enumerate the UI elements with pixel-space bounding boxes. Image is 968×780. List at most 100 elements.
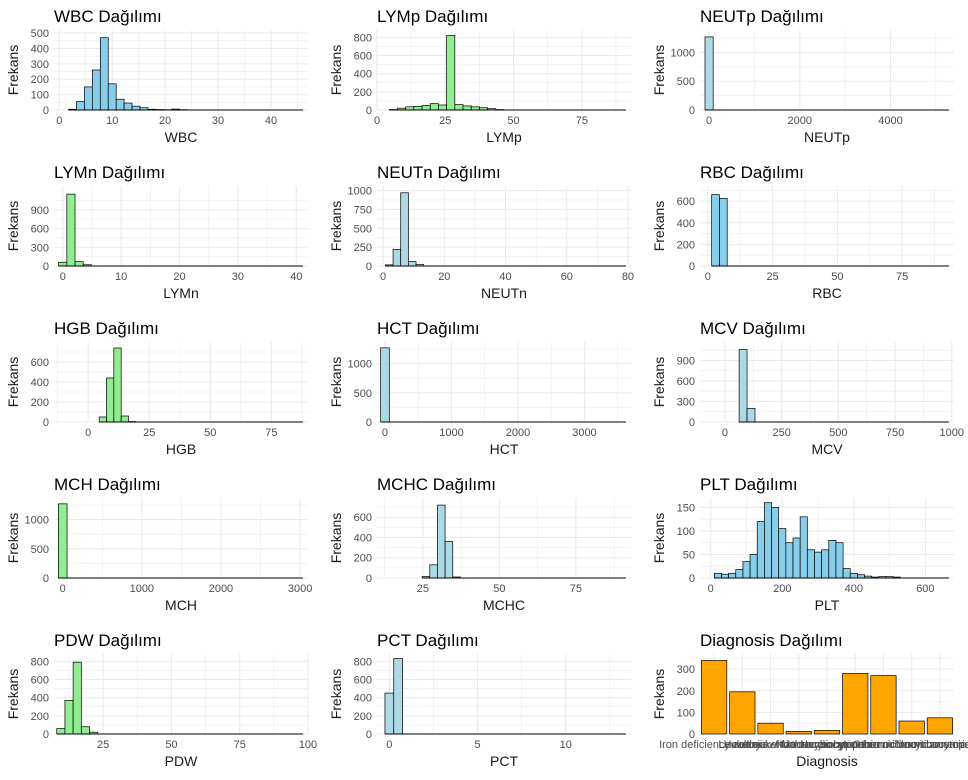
x-tick-label: 25 — [417, 583, 429, 595]
x-tick-label: 0 — [380, 271, 386, 283]
bar — [429, 103, 439, 111]
y-axis-label: Frekans — [651, 201, 667, 252]
bar — [58, 503, 68, 579]
x-tick-label: 50 — [204, 427, 216, 439]
panel-title: Diagnosis Dağılımı — [700, 631, 843, 650]
x-tick-label: 10 — [115, 271, 127, 283]
x-tick-label: 60 — [561, 271, 573, 283]
y-tick-label: 1000 — [671, 47, 695, 59]
x-tick-label: Thrombocytopenia — [894, 739, 968, 751]
x-tick-label: Normocytic normochromic anemia — [800, 739, 968, 751]
bar — [764, 502, 772, 579]
panel-title: NEUTp Dağılımı — [700, 7, 824, 26]
y-tick-label: 800 — [31, 656, 49, 668]
x-tick-label: 75 — [570, 583, 582, 595]
bar — [113, 347, 122, 423]
panel-6: 0 200 400 600 0 25 50 75 RBC Frekans RBC Dağılımı — [646, 156, 968, 312]
panel-11: 0 200 400 600 25 50 75 MCHC Frekans MCHC Dağılımı — [323, 468, 645, 624]
x-axis-label: HCT — [490, 441, 519, 457]
y-tick-label: 0 — [366, 729, 372, 741]
bar — [393, 658, 403, 735]
bar — [721, 573, 729, 579]
x-tick-label: 0 — [85, 427, 91, 439]
bar — [785, 542, 794, 579]
bar — [392, 249, 402, 267]
bar — [380, 347, 390, 423]
bar — [713, 572, 722, 579]
y-tick-label: 100 — [31, 90, 49, 102]
panel-title: WBC Dağılımı — [54, 7, 162, 26]
bar — [98, 416, 107, 423]
panel-9: 0 300 600 900 0 250 500 750 1000 MCV Frekans MCV Da… — [646, 312, 968, 468]
histogram-svg: 0 500 1000 0 2000 4000 NEUTp Frekans NEUTp Dağıl… — [651, 7, 954, 145]
y-tick-label: 600 — [31, 674, 49, 686]
histogram-svg: 0 500 1000 0 1000 2000 3000 HCT Frekans HCT Dağıl… — [328, 319, 631, 457]
y-tick-label: 600 — [31, 357, 49, 369]
bar — [80, 726, 90, 735]
bar — [56, 728, 66, 735]
y-tick-label: 500 — [31, 28, 49, 40]
y-tick-label: 200 — [677, 239, 695, 251]
x-tick-label: 2000 — [788, 115, 812, 127]
x-tick-label: 0 — [374, 115, 380, 127]
x-tick-label: 0 — [386, 739, 392, 751]
bar — [72, 661, 82, 735]
histogram-svg: 0 250 500 750 1000 0 20 40 60 80 NEUTn Frekans NEUTn… — [328, 163, 634, 301]
y-tick-label: 400 — [31, 693, 49, 705]
panel-5: 0 250 500 750 1000 0 20 40 60 80 NEUTn Frekans NEUTn… — [323, 156, 645, 312]
bar — [413, 106, 423, 111]
panel-title: LYMp Dağılımı — [377, 7, 488, 26]
panel-title: MCHC Dağılımı — [377, 475, 496, 494]
bar — [738, 349, 748, 423]
bar — [74, 261, 84, 267]
x-tick-label: 1000 — [130, 583, 154, 595]
y-tick-label: 300 — [31, 59, 49, 71]
histogram-svg: 0 200 400 600 25 50 75 MCHC Frekans MCHC Dağılımı — [328, 475, 631, 613]
bar — [742, 561, 751, 579]
bar — [408, 261, 417, 267]
y-tick-label: 150 — [677, 502, 695, 514]
histogram-svg: 0 100 200 300 400 500 0 10 20 30 40 WBC Frekans WBC D… — [5, 7, 308, 145]
bar — [701, 660, 728, 735]
bar — [735, 569, 744, 579]
y-tick-label: 0 — [689, 573, 695, 585]
panel-14: 0 200 400 600 800 0 5 10 PCT Frekans PCT Dağılımı — [323, 624, 645, 780]
panel-title: PLT Dağılımı — [700, 475, 798, 494]
x-tick-label: Macrocytic anemia — [781, 739, 874, 751]
x-tick-label: 40 — [265, 115, 277, 127]
bar — [728, 572, 737, 579]
y-tick-label: 0 — [689, 417, 695, 429]
x-axis-label: PCT — [490, 753, 518, 769]
y-tick-label: 1000 — [348, 359, 372, 371]
panel-title: MCH Dağılımı — [54, 475, 161, 494]
x-axis-label: RBC — [812, 285, 842, 301]
histogram-svg: 0 100 200 300 Iron deficiency anemiaHealthyL… — [651, 631, 968, 769]
bar — [66, 193, 76, 267]
x-tick-label: 500 — [829, 427, 847, 439]
bar — [429, 564, 438, 579]
y-tick-label: 750 — [354, 204, 372, 216]
y-tick-label: 400 — [677, 218, 695, 230]
panel-title: RBC Dağılımı — [700, 163, 804, 182]
x-axis-label: NEUTn — [481, 285, 527, 301]
histogram-svg: 0 200 400 600 800 0 5 10 PCT Frekans PCT Dağılımı — [328, 631, 631, 769]
x-tick-label: 40 — [290, 271, 302, 283]
bar — [123, 102, 133, 111]
y-tick-label: 0 — [689, 261, 695, 273]
x-tick-label: 1000 — [439, 427, 463, 439]
y-tick-label: 100 — [677, 526, 695, 538]
bar — [438, 104, 447, 111]
x-tick-label: 10 — [106, 115, 118, 127]
y-tick-label: 200 — [31, 397, 49, 409]
y-tick-label: 200 — [677, 686, 695, 698]
panel-4: 0 300 600 900 0 10 20 30 40 LYMn Frekans LYMn Dağıl… — [0, 156, 322, 312]
y-axis-label: Frekans — [5, 513, 21, 564]
bar — [792, 537, 801, 579]
bar — [746, 407, 756, 423]
y-tick-label: 1000 — [348, 186, 372, 198]
bar — [835, 542, 844, 579]
y-axis-label: Frekans — [328, 357, 344, 408]
x-tick-label: Healthy — [724, 739, 762, 751]
x-tick-label: 600 — [916, 583, 934, 595]
bar — [84, 86, 93, 111]
